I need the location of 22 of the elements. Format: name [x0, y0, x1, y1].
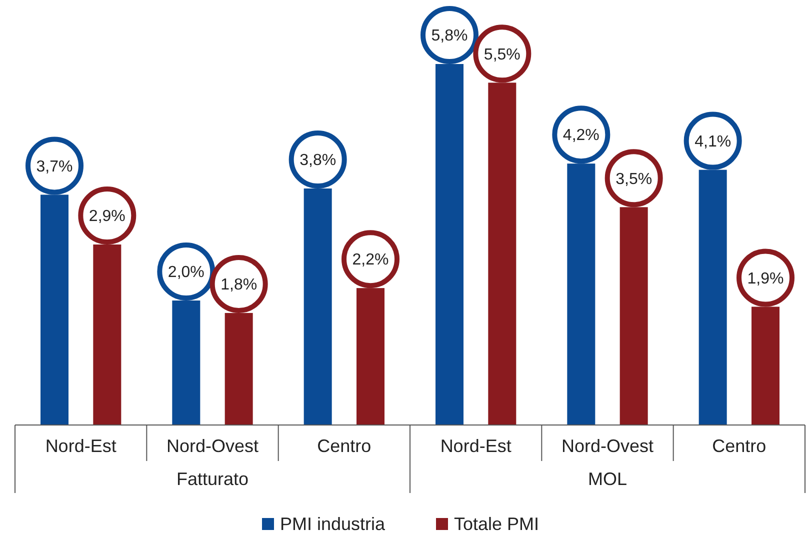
- data-label: 4,2%: [562, 127, 600, 144]
- data-label: 2,9%: [88, 208, 126, 226]
- legend-label: Totale PMI: [454, 514, 540, 534]
- x-tick-label: Centro: [317, 436, 372, 456]
- x-tick-label: Nord-Est: [45, 436, 116, 456]
- x-tick-label: Nord-Ovest: [166, 436, 259, 456]
- data-label: 3,5%: [616, 170, 652, 188]
- data-label: 1,8%: [220, 276, 258, 294]
- data-label: 3,8%: [300, 152, 336, 170]
- x-tick-label: Centro: [712, 436, 766, 456]
- text: MOL: [588, 469, 628, 489]
- x-tick-label: Nord-Ovest: [561, 436, 654, 456]
- data-label: 1,9%: [747, 270, 784, 288]
- data-label: 2,2%: [352, 252, 389, 269]
- data-label: 3,7%: [36, 158, 73, 176]
- legend-label: PMI industria: [280, 514, 386, 534]
- text: Fatturato: [176, 469, 249, 489]
- data-label: 2,0%: [168, 264, 204, 282]
- data-label: 5,8%: [431, 28, 468, 45]
- data-label: 5,5%: [484, 46, 520, 64]
- x-tick-label: Nord-Est: [440, 436, 512, 456]
- data-label: 4,1%: [694, 133, 732, 150]
